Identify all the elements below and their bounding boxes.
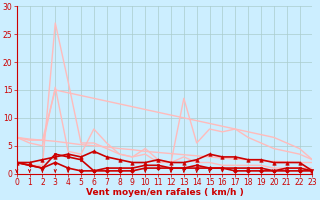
X-axis label: Vent moyen/en rafales ( km/h ): Vent moyen/en rafales ( km/h ) [86,188,244,197]
